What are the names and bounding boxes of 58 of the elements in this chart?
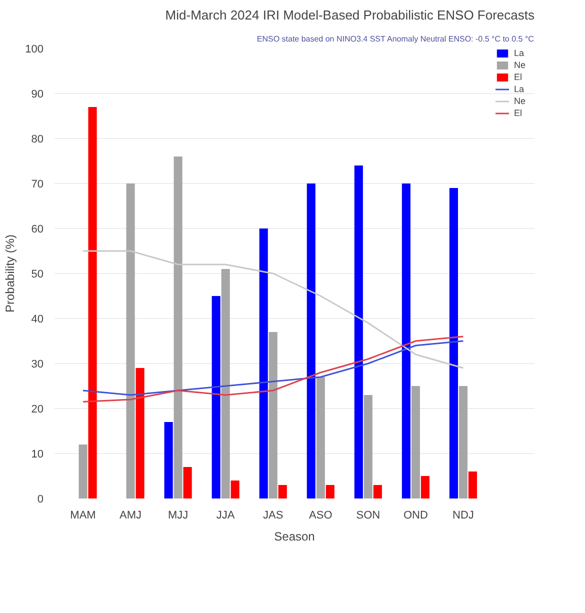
bar bbox=[230, 480, 240, 498]
x-tick-label: NDJ bbox=[452, 510, 474, 522]
bar bbox=[449, 188, 458, 498]
chart-title: Mid-March 2024 IRI Model-Based Probabilistic ENSO Forecasts bbox=[165, 8, 535, 22]
x-tick-label: MAM bbox=[70, 510, 96, 522]
y-tick-label: 60 bbox=[31, 224, 44, 236]
legend-label: Ne bbox=[514, 96, 527, 106]
bar bbox=[268, 332, 278, 498]
bar bbox=[183, 467, 192, 498]
bar bbox=[88, 107, 97, 498]
legend-label: La bbox=[514, 84, 526, 94]
x-tick-label: AMJ bbox=[120, 510, 142, 522]
x-tick-label: OND bbox=[403, 510, 428, 522]
legend-label: El bbox=[514, 72, 524, 82]
y-tick-label: 50 bbox=[31, 268, 44, 280]
bar bbox=[420, 476, 430, 498]
bar bbox=[468, 472, 477, 498]
bar bbox=[458, 386, 468, 498]
line-series bbox=[82, 336, 464, 402]
line-series bbox=[82, 340, 464, 396]
bar bbox=[174, 156, 182, 498]
x-tick-label: JJA bbox=[216, 510, 236, 522]
y-tick-label: 70 bbox=[31, 178, 44, 190]
y-tick-label: 20 bbox=[31, 404, 44, 416]
bar bbox=[126, 184, 135, 498]
y-tick-label: 40 bbox=[31, 314, 44, 326]
bar bbox=[259, 228, 268, 498]
bar bbox=[326, 485, 334, 498]
x-tick-label: SON bbox=[356, 510, 380, 522]
bar bbox=[364, 395, 372, 498]
x-axis-title: Season bbox=[274, 530, 315, 544]
bar bbox=[411, 386, 420, 498]
legend-label: La bbox=[514, 48, 526, 58]
bar bbox=[316, 377, 325, 498]
bar bbox=[78, 444, 88, 498]
y-tick-label: 30 bbox=[31, 358, 44, 370]
y-tick-label: 80 bbox=[31, 134, 44, 146]
legend-label: El bbox=[514, 108, 524, 118]
x-tick-label: JAS bbox=[263, 510, 284, 522]
x-tick-label: MJJ bbox=[168, 510, 188, 522]
bar bbox=[136, 368, 144, 498]
bar bbox=[354, 166, 363, 498]
line-series bbox=[82, 250, 464, 369]
y-axis-title: Probability (%) bbox=[3, 234, 18, 313]
bar bbox=[221, 269, 230, 498]
y-tick-label: 10 bbox=[31, 448, 44, 460]
bar bbox=[306, 184, 316, 498]
bar bbox=[402, 184, 410, 498]
y-tick-label: 0 bbox=[37, 494, 44, 506]
bar bbox=[164, 422, 173, 498]
y-tick-label: 90 bbox=[31, 88, 44, 100]
y-tick-label: 100 bbox=[25, 44, 44, 56]
chart-subtitle: ENSO state based on NINO3.4 SST Anomaly Neutral ENSO: -0.5 °C to 0.5 °C bbox=[256, 34, 534, 44]
legend-label: Ne bbox=[514, 60, 527, 70]
bar bbox=[373, 485, 382, 498]
x-tick-label: ASO bbox=[309, 510, 333, 522]
bar bbox=[278, 485, 287, 498]
bar bbox=[212, 296, 220, 498]
